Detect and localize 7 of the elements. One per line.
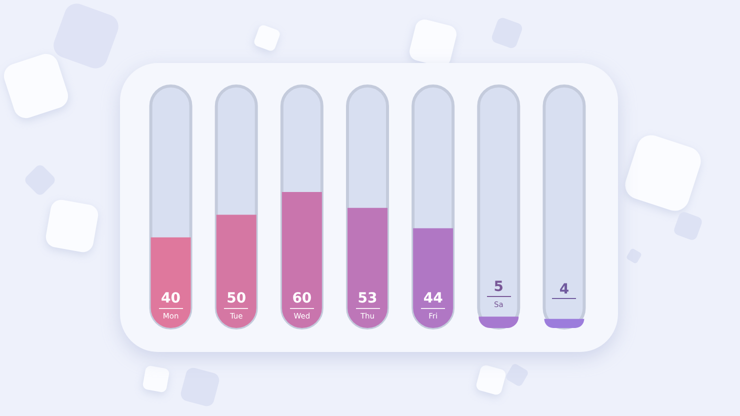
data-label: 40 — [161, 290, 181, 306]
data-label: 4 — [559, 281, 570, 298]
data-label: 44 — [423, 290, 444, 306]
data-label: 53 — [358, 290, 378, 306]
data-label: 50 — [226, 290, 246, 306]
data-label: 5 — [494, 279, 504, 296]
data-label: 60 — [292, 290, 312, 306]
